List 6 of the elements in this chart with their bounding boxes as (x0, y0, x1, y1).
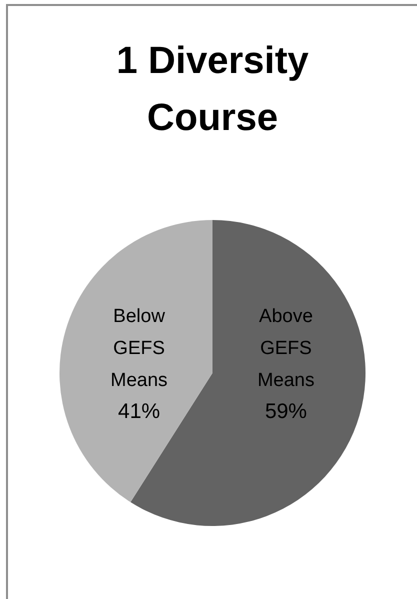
data-label: 41% (118, 400, 160, 423)
data-label: 59% (264, 400, 307, 423)
slice-label: Above GEFS Means (257, 306, 314, 391)
pie-slice (60, 220, 212, 502)
chart-title: 1 Diversity Course (116, 40, 309, 139)
slice-label: Below GEFS Means (110, 306, 168, 391)
